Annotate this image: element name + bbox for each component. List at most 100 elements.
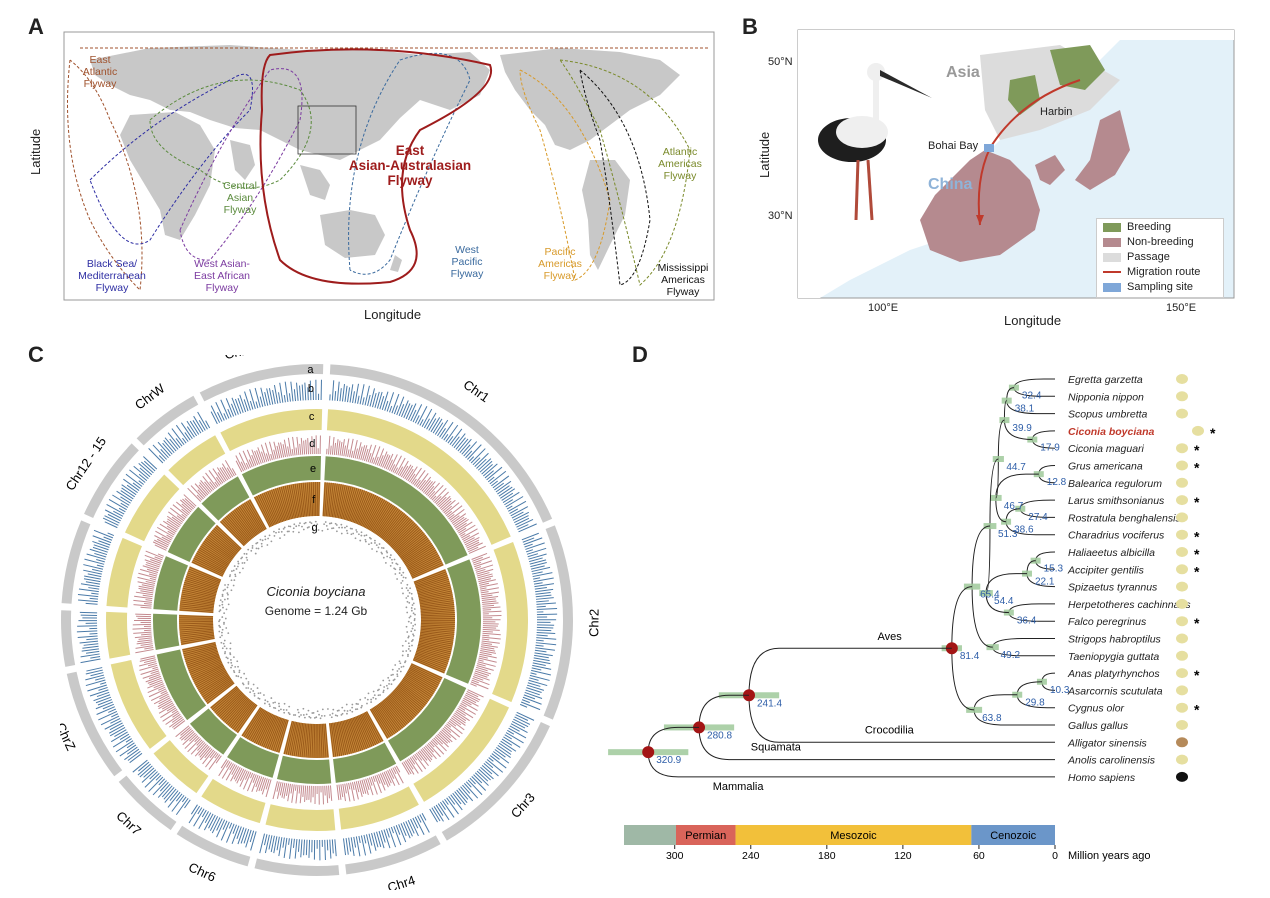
taxon-label-4: Ciconia maguari [1068, 443, 1145, 455]
track-f-stripe [366, 711, 384, 742]
karyotype-segment-9 [61, 520, 91, 604]
track-g-dot [412, 633, 414, 636]
chromosome-label-6: Chr7 [113, 808, 144, 838]
clade-label-crocodilia: Crocodilia [865, 724, 915, 736]
track-f-stripe [345, 719, 356, 753]
track-b-bar [293, 389, 297, 402]
track-b-bar [143, 456, 158, 470]
taxon-icon-17 [1176, 668, 1188, 679]
track-b-bar [96, 559, 105, 563]
track-g-dot [399, 662, 402, 665]
track-b-bar [393, 405, 399, 415]
track-b-bar [83, 643, 99, 646]
track-f-stripe [420, 627, 455, 631]
node-ci-bar-6 [1001, 518, 1012, 525]
track-f-stripe [375, 505, 396, 535]
track-g-dot [313, 524, 316, 526]
taxon-icon-20 [1176, 720, 1188, 730]
track-d-bar [196, 739, 203, 746]
track-d-bar [464, 694, 479, 703]
track-b-bar [405, 404, 413, 420]
track-b-bar [349, 384, 354, 403]
track-d-bar [454, 712, 467, 722]
track-g-dot [222, 606, 224, 609]
track-g-dot [407, 655, 409, 658]
track-d-bar [147, 662, 157, 667]
track-b-bar [118, 507, 126, 513]
track-b-bar [304, 382, 307, 401]
non-breeding-korea [1035, 155, 1065, 185]
track-g-dot [234, 573, 237, 576]
track-b-bar [231, 825, 240, 844]
karyotype-segment-10 [84, 443, 139, 518]
track-f-stripe [400, 537, 429, 559]
node-age-21: 280.8 [707, 730, 732, 741]
track-g-dot [408, 591, 411, 594]
track-f-stripe [201, 543, 231, 564]
track-b-bar [384, 400, 389, 411]
track-b-bar [163, 439, 175, 453]
track-b-bar [193, 415, 204, 433]
track-f-stripe [181, 637, 215, 645]
track-f-stripe [306, 482, 311, 517]
track-f-stripe [383, 699, 407, 726]
track-b-bar [220, 821, 230, 841]
track-d-bar [399, 460, 409, 477]
track-g-dot [351, 527, 353, 530]
track-f-stripe [185, 652, 219, 664]
track-g-dot [223, 645, 226, 648]
track-d-bar [478, 578, 492, 583]
track-d-bar [155, 530, 172, 541]
track-g-dot [410, 640, 413, 643]
track-f-stripe [245, 501, 264, 532]
track-d-bar [442, 727, 457, 741]
track-f-stripe [387, 518, 412, 545]
track-b-bar [288, 838, 290, 845]
era-bar-0 [624, 825, 676, 845]
track-f-stripe [418, 592, 453, 600]
taxon-label-14: Falco peregrinus [1068, 616, 1147, 628]
label-atlantic-americas-flyway: Atlantic Americas Flyway [658, 146, 702, 182]
track-b-bar [92, 546, 108, 553]
track-d-bar [190, 485, 204, 500]
track-b-bar [290, 381, 294, 402]
taxon-star-7: * [1194, 494, 1200, 510]
track-f-stripe [364, 711, 382, 743]
track-label-c: c [309, 411, 315, 423]
track-f-stripe [198, 549, 228, 568]
track-g-dot [407, 589, 409, 592]
legend-label-sampling-site: Sampling site [1127, 281, 1194, 293]
track-g-dot [230, 579, 233, 582]
track-f-stripe [404, 544, 434, 564]
track-d-bar [418, 750, 428, 761]
track-f-stripe [415, 652, 449, 664]
track-f-stripe [179, 624, 214, 627]
track-b-bar [525, 542, 545, 550]
track-d-bar [135, 613, 152, 616]
track-d-bar [150, 559, 162, 564]
node-age-0: 32.4 [1022, 391, 1042, 402]
track-d-bar [198, 744, 209, 756]
track-g-dot [345, 529, 348, 532]
track-d-bar [478, 579, 496, 584]
track-b-bar [167, 791, 181, 808]
clade-label-aves: Aves [878, 631, 903, 643]
track-f-stripe [394, 688, 421, 712]
chromosome-label-3: Chr4 [386, 872, 417, 890]
track-g-dot [312, 528, 315, 531]
track-d-bar [205, 751, 218, 768]
track-d-bar [140, 606, 152, 609]
track-f-stripe [192, 559, 224, 576]
taxon-label-5: Grus americana [1068, 461, 1143, 473]
track-g-dot [245, 687, 248, 689]
site-bohai-bay: Bohai Bay [928, 140, 979, 152]
track-d-bar [162, 710, 179, 722]
track-b-bar [104, 521, 118, 529]
track-f-stripe [183, 646, 217, 657]
label-east-atlantic-flyway: East Atlantic Flyway [82, 54, 118, 90]
track-g-dot [236, 565, 239, 568]
track-b-bar [158, 778, 166, 786]
track-f-stripe [185, 576, 219, 588]
track-d-bar [474, 670, 490, 677]
track-g-dot [247, 687, 250, 689]
